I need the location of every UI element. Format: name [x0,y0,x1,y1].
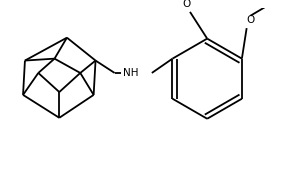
Text: O: O [182,0,190,9]
Text: O: O [246,15,255,26]
Text: NH: NH [123,68,139,78]
